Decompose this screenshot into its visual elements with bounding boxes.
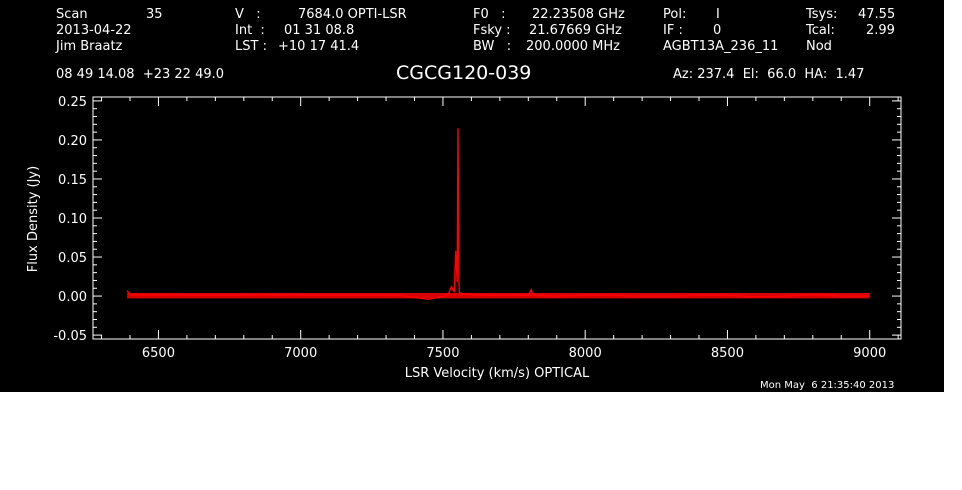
pol-value: I	[716, 7, 720, 22]
observer-name: Jim Braatz	[56, 39, 123, 54]
bw-value: 200.0000 MHz	[526, 39, 620, 54]
x-tick-label: 8500	[711, 346, 744, 361]
tsys-value: 47.55	[858, 7, 896, 22]
x-tick-label: 7000	[284, 346, 317, 361]
x-tick-label: 6500	[142, 346, 175, 361]
plot-frame	[92, 96, 902, 340]
lst-value: +10 17 41.4	[278, 39, 360, 54]
plot-timestamp: Mon May 6 21:35:40 2013	[760, 380, 895, 391]
observing-mode: Nod	[806, 39, 832, 54]
observation-date: 2013-04-22	[56, 23, 132, 38]
project-id: AGBT13A_236_11	[663, 39, 779, 54]
y-tick-labels: -0.05 0.00 0.05 0.10 0.15 0.20 0.25	[53, 95, 87, 344]
int-label: Int :	[235, 23, 265, 38]
spectrum-chart: 6500 7000 7500 8000 8500 9000 -0.05 0.00 0.05 0.…	[26, 95, 902, 381]
x-axis-label: LSR Velocity (km/s) OPTICAL	[405, 366, 590, 381]
tcal-value: 2.99	[866, 23, 895, 38]
scan-value: 35	[146, 7, 163, 22]
fsky-value: 21.67669 GHz	[529, 23, 622, 38]
x-tick-label: 7500	[426, 346, 459, 361]
x-tick-label: 8000	[569, 346, 602, 361]
bw-label: BW :	[473, 39, 512, 54]
axis-ticks	[93, 97, 901, 339]
source-name-title: CGCG120-039	[396, 62, 532, 84]
lst-label: LST :	[235, 39, 267, 54]
int-value: 01 31 08.8	[284, 23, 355, 38]
y-tick-label: 0.25	[58, 95, 87, 110]
velocity-value: 7684.0 OPTI-LSR	[298, 7, 407, 22]
fsky-label: Fsky :	[473, 23, 511, 38]
noise-band	[127, 292, 870, 299]
spectrum-line	[126, 128, 870, 300]
velocity-label: V :	[235, 7, 261, 22]
y-tick-label: 0.15	[58, 173, 87, 188]
y-tick-label: 0.00	[58, 290, 87, 305]
y-tick-label: 0.10	[58, 212, 87, 227]
x-tick-labels: 6500 7000 7500 8000 8500 9000	[142, 346, 886, 361]
f0-value: 22.23508 GHz	[532, 7, 625, 22]
pol-label: Pol:	[663, 7, 687, 22]
y-tick-label: -0.05	[53, 329, 87, 344]
spectrum-panel: Scan 35 V : 7684.0 OPTI-LSR F0 : 22.2350…	[0, 0, 944, 392]
scan-label: Scan	[56, 7, 88, 22]
f0-label: F0 :	[473, 7, 506, 22]
tcal-label: Tcal:	[806, 23, 835, 38]
x-tick-label: 9000	[853, 346, 886, 361]
if-label: IF :	[663, 23, 683, 38]
series-group	[126, 128, 870, 300]
tsys-label: Tsys:	[806, 7, 838, 22]
source-coordinates: 08 49 14.08 +23 22 49.0	[56, 67, 225, 82]
y-axis-label: Flux Density (Jy)	[26, 166, 41, 272]
az-el-ha: Az: 237.4 El: 66.0 HA: 1.47	[673, 67, 865, 82]
y-tick-label: 0.05	[58, 251, 87, 266]
y-tick-label: 0.20	[58, 134, 87, 149]
if-value: 0	[713, 23, 722, 38]
